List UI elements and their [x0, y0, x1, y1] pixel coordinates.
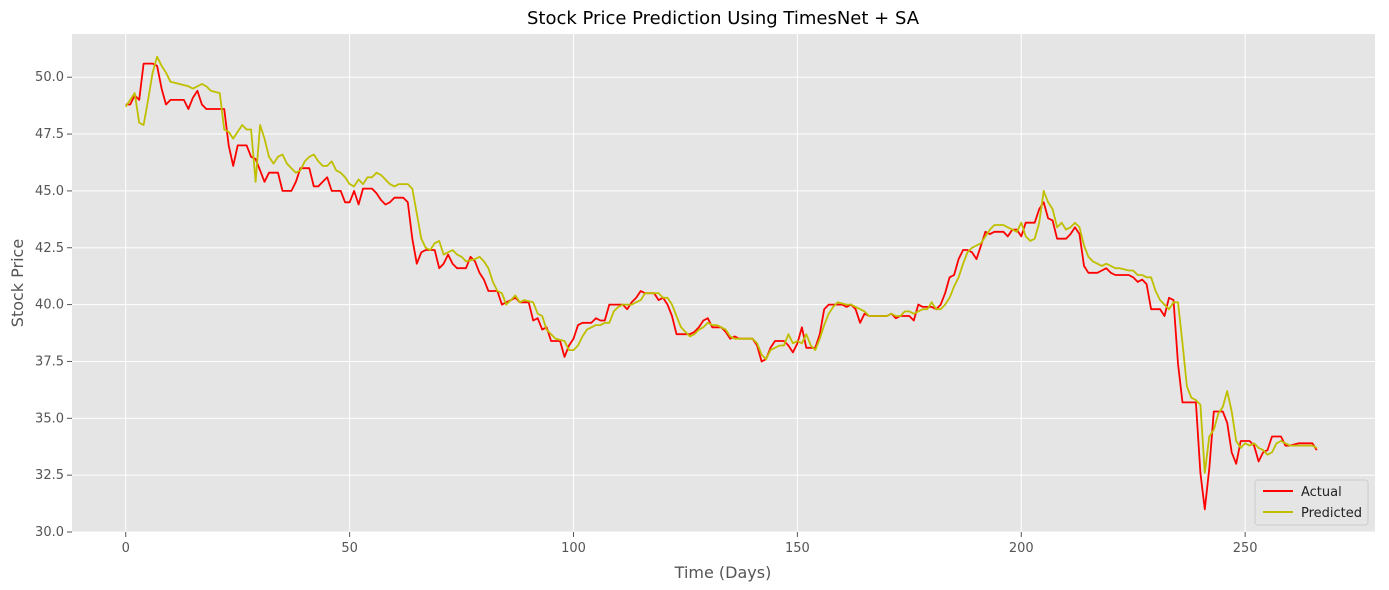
y-tick-label: 47.5 [35, 127, 64, 142]
y-tick-label: 35.0 [35, 411, 64, 426]
y-tick-label: 50.0 [35, 70, 64, 85]
y-axis-label: Stock Price [8, 239, 27, 327]
series-line-predicted [124, 55, 1318, 474]
y-tick-label: 37.5 [35, 354, 64, 369]
plot-area [72, 34, 1375, 532]
y-tick-label: 30.0 [35, 525, 64, 540]
grid [72, 34, 1375, 533]
y-tick-label: 45.0 [35, 184, 64, 199]
chart-title: Stock Price Prediction Using TimesNet + … [527, 8, 920, 29]
x-tick-label: 150 [785, 541, 810, 556]
x-tick-label: 100 [561, 541, 586, 556]
x-tick-label: 0 [122, 541, 130, 556]
series-line-actual [125, 62, 1318, 511]
x-tick-label: 250 [1233, 541, 1258, 556]
x-axis-ticks: 0 50 100 150 200 250 [122, 532, 1258, 556]
x-tick-label: 200 [1009, 541, 1034, 556]
y-tick-label: 40.0 [35, 298, 64, 313]
legend-label-predicted: Predicted [1301, 506, 1362, 521]
x-axis-label: Time (Days) [674, 563, 772, 582]
y-tick-label: 32.5 [35, 468, 64, 483]
legend: Actual Predicted [1254, 479, 1369, 526]
x-tick-label: 50 [341, 541, 358, 556]
series-lines [124, 55, 1318, 511]
legend-label-actual: Actual [1301, 485, 1342, 500]
y-axis-ticks: 30.0 32.5 35.0 37.5 40.0 42.5 45.0 47.5 50.0 [35, 70, 72, 540]
y-tick-label: 42.5 [35, 241, 64, 256]
